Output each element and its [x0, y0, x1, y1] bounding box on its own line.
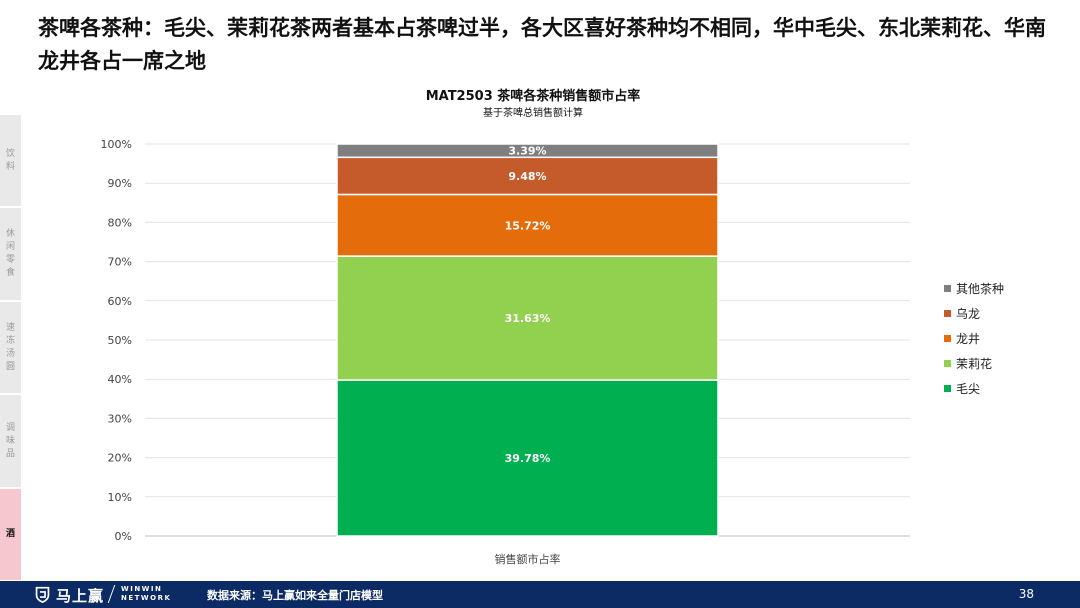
brand-divider: [107, 585, 116, 603]
legend-swatch: [944, 360, 951, 367]
page-headline: 茶啤各茶种：毛尖、茉莉花茶两者基本占茶啤过半，各大区喜好茶种均不相同，华中毛尖、…: [38, 16, 1046, 73]
legend-label: 乌龙: [956, 306, 980, 321]
chart-title: MAT2503 茶啤各茶种销售额市占率: [426, 88, 641, 104]
y-tick-label: 60%: [108, 295, 132, 308]
x-tick-label: 销售额市占率: [495, 552, 561, 566]
brand-name: 马上赢: [56, 587, 105, 605]
legend-swatch: [944, 335, 951, 342]
y-axis: 0% 10% 20% 30% 40% 50% 60% 70% 80% 90% 100%: [101, 138, 132, 543]
page-number: 38: [1018, 587, 1034, 601]
data-label: 15.72%: [505, 219, 551, 232]
legend-swatch: [944, 385, 951, 392]
data-label: 39.78%: [505, 452, 551, 465]
y-tick-label: 40%: [108, 373, 132, 386]
side-tab-snacks[interactable]: 休闲零食: [0, 208, 21, 302]
chart-subtitle: 基于茶啤总销售额计算: [483, 106, 583, 119]
side-nav: 饮料 休闲零食 速冻汤圆 调味品 酒: [0, 115, 22, 582]
legend-label: 茉莉花: [956, 356, 992, 371]
side-tab-frozen[interactable]: 速冻汤圆: [0, 302, 21, 395]
y-tick-label: 0%: [115, 530, 132, 543]
y-tick-label: 20%: [108, 452, 132, 465]
bar-segment: [336, 379, 719, 537]
y-tick-label: 90%: [108, 177, 132, 190]
y-tick-label: 30%: [108, 412, 132, 425]
legend-label: 其他茶种: [956, 281, 1004, 296]
data-label: 3.39%: [508, 145, 546, 158]
legend-swatch: [944, 285, 951, 292]
x-axis: 销售额市占率: [495, 552, 561, 566]
bar-segment: [336, 255, 719, 381]
legend-swatch: [944, 310, 951, 317]
y-tick-label: 10%: [108, 491, 132, 504]
data-source: 数据来源：马上赢如来全量门店模型: [207, 589, 383, 602]
legend-label: 龙井: [956, 332, 980, 346]
bar-segment: [336, 193, 719, 257]
bar-stack: 39.78% 31.63% 15.72% 9.48% 3.39%: [336, 143, 719, 537]
y-tick-label: 100%: [101, 138, 132, 151]
brand-english-line1: WINWIN: [121, 585, 163, 593]
data-label: 9.48%: [508, 170, 546, 183]
side-tab-seasoning[interactable]: 调味品: [0, 395, 21, 489]
footer-bar: 马上赢 WINWIN NETWORK 数据来源：马上赢如来全量门店模型 38: [0, 581, 1080, 608]
side-tab-beverage[interactable]: 饮料: [0, 115, 21, 208]
brand-english-line2: NETWORK: [121, 594, 172, 602]
bar-segment: [336, 143, 719, 159]
data-label: 31.63%: [505, 312, 551, 325]
stacked-bar-chart: MAT2503 茶啤各茶种销售额市占率 基于茶啤总销售额计算 0% 10% 20% 3…: [101, 88, 1004, 566]
brand-english: WINWIN NETWORK: [121, 585, 171, 603]
brand-shield-icon: [35, 586, 50, 603]
legend-label: 毛尖: [956, 382, 980, 396]
y-tick-label: 50%: [108, 334, 132, 347]
y-tick-label: 80%: [108, 216, 132, 229]
y-tick-label: 70%: [108, 256, 132, 269]
bar-segment: [336, 156, 719, 196]
